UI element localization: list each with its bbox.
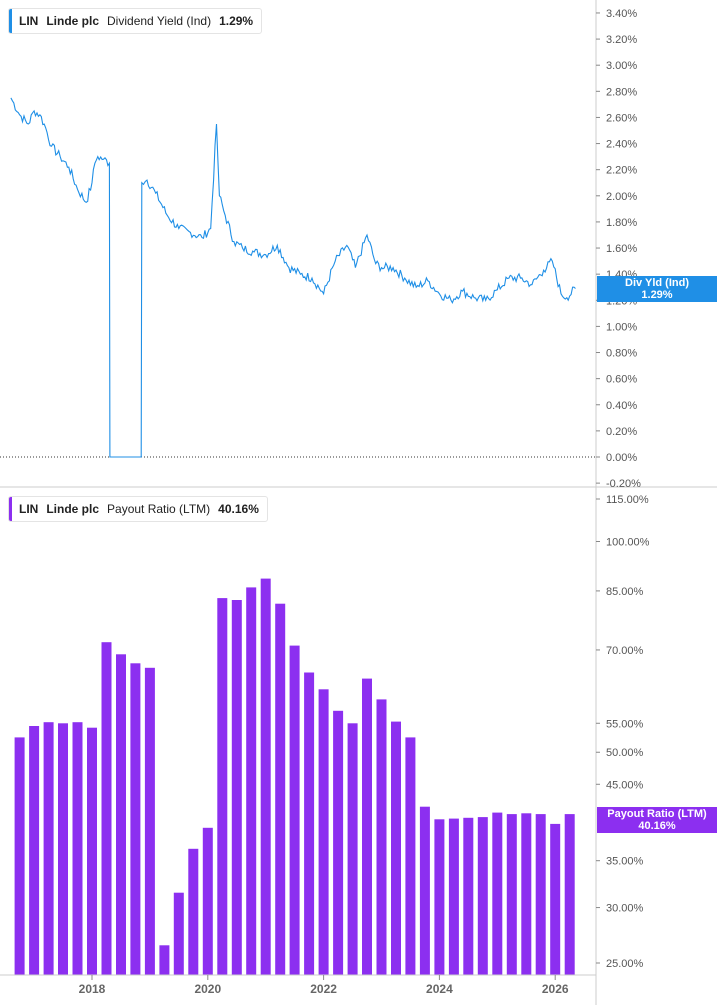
payout-bar — [434, 819, 445, 975]
payout-bar — [72, 722, 83, 975]
payout-bar — [144, 667, 155, 975]
payout-bar — [564, 814, 575, 975]
legend-payout-ratio[interactable]: LIN Linde plc Payout Ratio (LTM) 40.16% — [8, 496, 268, 522]
payout-bar — [492, 812, 503, 975]
y-tick-label: 3.40% — [606, 8, 637, 20]
y-tick-label: 115.00% — [606, 494, 649, 506]
payout-bar — [463, 817, 474, 975]
series-color-swatch — [9, 9, 12, 33]
x-tick-label: 2026 — [542, 982, 569, 996]
y-tick-label: 0.60% — [606, 374, 637, 386]
tag-value: 1.29% — [641, 289, 673, 301]
company-name: Linde plc — [46, 14, 100, 28]
payout-bar — [116, 654, 126, 975]
y-tick-label: 1.80% — [606, 217, 637, 229]
payout-bar — [535, 814, 546, 975]
payout-bar — [391, 721, 401, 975]
legend-dividend-yield[interactable]: LIN Linde plc Dividend Yield (Ind) 1.29% — [8, 8, 263, 34]
payout-bar — [347, 723, 358, 975]
tag-value: 40.16% — [638, 820, 676, 832]
payout-bar — [506, 814, 517, 975]
payout-bar — [275, 603, 286, 975]
y-tick-label: 0.20% — [606, 426, 637, 438]
payout-bar — [29, 726, 40, 975]
y-tick-label: 25.00% — [606, 958, 644, 970]
yield-plot — [0, 97, 596, 458]
payout-bar — [202, 827, 213, 975]
payout-bar — [58, 723, 68, 975]
payout-bar — [231, 600, 242, 975]
payout-bar — [405, 737, 416, 975]
payout-bar — [550, 823, 561, 975]
payout-bar — [376, 699, 387, 975]
payout-bar — [260, 578, 271, 975]
payout-bar — [43, 722, 54, 975]
tag-label: Div Yld (Ind) — [625, 277, 689, 289]
payout-bar — [419, 806, 430, 975]
y-tick-label: 30.00% — [606, 903, 644, 915]
x-tick-label: 2024 — [426, 982, 453, 996]
payout-bar — [362, 678, 372, 975]
metric-value: 40.16% — [218, 502, 259, 516]
payout-bar — [173, 892, 184, 975]
tag-label: Payout Ratio (LTM) — [607, 808, 707, 820]
y-tick-label: 0.00% — [606, 452, 637, 464]
payout-plot — [14, 578, 575, 975]
y-tick-label: -0.20% — [606, 478, 641, 490]
payout-bar — [130, 663, 141, 975]
y-tick-label: 1.00% — [606, 321, 637, 333]
div-yield-value-tag: Div Yld (Ind) 1.29% — [597, 276, 717, 302]
payout-bar — [14, 737, 25, 975]
y-tick-label: 45.00% — [606, 779, 644, 791]
y-tick-label: 2.40% — [606, 139, 637, 151]
payout-y-axis: 115.00% 100.00% 85.00% 70.00% 55.00% 50.00% 45… — [596, 494, 650, 970]
series-color-swatch — [9, 497, 12, 521]
x-tick-label: 2018 — [79, 982, 106, 996]
y-tick-label: 0.80% — [606, 348, 637, 360]
y-tick-label: 35.00% — [606, 856, 644, 868]
x-axis: 2018 2020 2022 2024 2026 — [0, 974, 596, 996]
y-tick-label: 2.00% — [606, 191, 637, 203]
payout-bar — [159, 945, 170, 975]
y-tick-label: 100.00% — [606, 536, 650, 548]
payout-bar — [318, 689, 329, 975]
y-tick-label: 85.00% — [606, 586, 644, 598]
x-tick-label: 2020 — [194, 982, 221, 996]
payout-bar — [246, 587, 257, 975]
y-tick-label: 0.40% — [606, 400, 637, 412]
payout-bar — [101, 642, 112, 975]
y-tick-label: 55.00% — [606, 718, 644, 730]
payout-bar — [333, 710, 344, 975]
y-tick-label: 3.00% — [606, 60, 637, 72]
metric-value: 1.29% — [219, 14, 254, 28]
y-tick-label: 70.00% — [606, 645, 644, 657]
y-tick-label: 2.60% — [606, 112, 637, 124]
yield-series-line — [10, 97, 576, 458]
payout-bar — [304, 672, 315, 975]
y-tick-label: 50.00% — [606, 747, 644, 759]
payout-bar — [87, 727, 97, 975]
payout-bar — [217, 598, 228, 975]
company-name: Linde plc — [46, 502, 100, 516]
metric-name: Payout Ratio (LTM) — [107, 502, 211, 516]
x-tick-label: 2022 — [310, 982, 337, 996]
payout-bar — [521, 813, 532, 975]
ticker-label: LIN — [19, 14, 39, 28]
ticker-label: LIN — [19, 502, 39, 516]
y-tick-label: 2.20% — [606, 165, 637, 177]
y-tick-label: 2.80% — [606, 86, 637, 98]
y-tick-label: 1.60% — [606, 243, 637, 255]
y-tick-label: 3.20% — [606, 34, 637, 46]
payout-bar — [188, 848, 199, 975]
payout-bar — [448, 818, 459, 975]
payout-bar — [289, 645, 300, 975]
metric-name: Dividend Yield (Ind) — [107, 14, 212, 28]
payout-ratio-value-tag: Payout Ratio (LTM) 40.16% — [597, 807, 717, 833]
payout-bar — [477, 817, 488, 975]
